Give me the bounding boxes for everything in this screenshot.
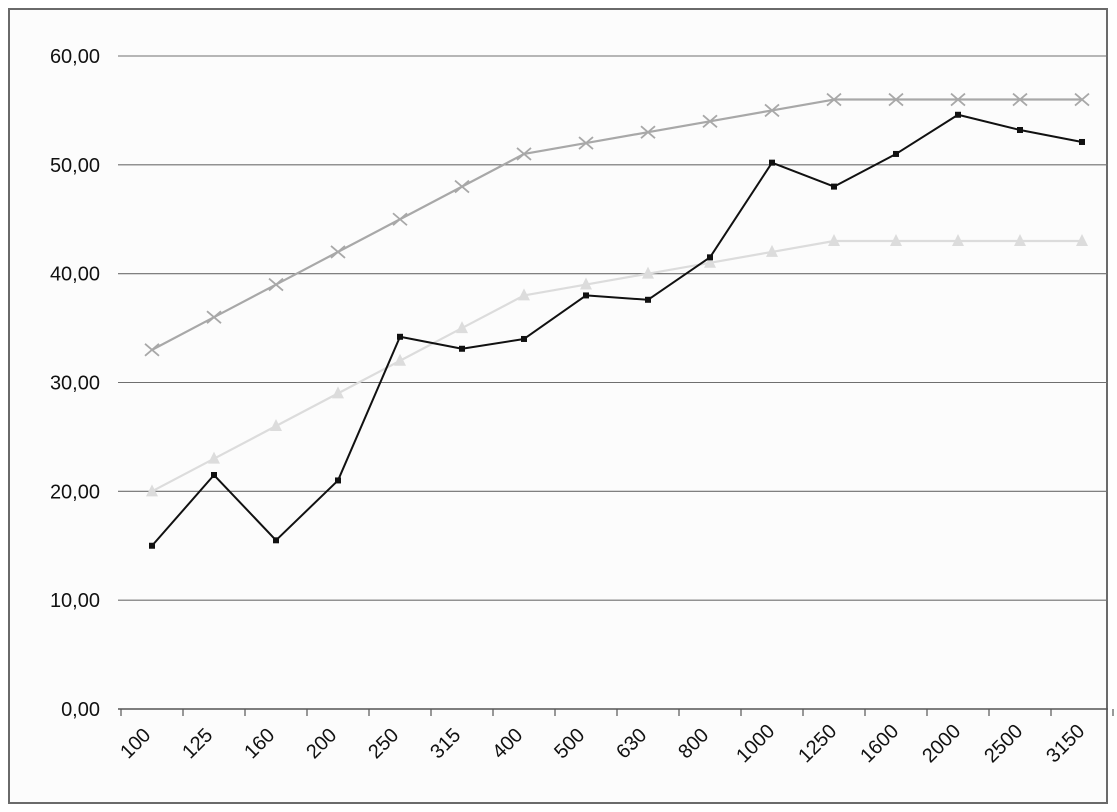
series-group xyxy=(144,92,1090,549)
series-2 xyxy=(146,234,1088,497)
series-line xyxy=(151,239,1082,493)
x-tick-label: 800 xyxy=(674,724,713,763)
data-point xyxy=(578,136,594,150)
data-point xyxy=(335,477,341,484)
data-point xyxy=(1079,138,1085,145)
x-tick-label: 200 xyxy=(302,724,341,763)
x-tick-label: 3150 xyxy=(1042,720,1089,767)
data-point xyxy=(397,333,403,340)
data-point xyxy=(831,183,837,190)
data-point xyxy=(764,103,780,118)
data-point xyxy=(893,150,899,157)
y-tick-label: 30,00 xyxy=(50,373,100,395)
data-point xyxy=(454,179,470,194)
data-point xyxy=(1017,127,1023,134)
data-point xyxy=(642,266,654,279)
data-point xyxy=(144,343,160,357)
y-tick-label: 60,00 xyxy=(50,46,100,68)
y-axis-ticks: 0,00 10,00 20,00 30,00 40,00 50,00 60,00 xyxy=(50,46,100,721)
data-point xyxy=(270,419,282,432)
data-point xyxy=(273,537,279,544)
x-tick-label: 250 xyxy=(364,724,403,763)
y-tick-label: 50,00 xyxy=(50,155,100,177)
y-tick-label: 20,00 xyxy=(50,481,100,503)
data-point xyxy=(518,288,530,301)
data-point xyxy=(330,245,346,259)
data-point xyxy=(459,345,465,352)
data-point xyxy=(268,277,284,292)
data-point xyxy=(149,542,155,549)
x-tick-label: 1250 xyxy=(794,720,841,767)
chart-frame xyxy=(8,8,1108,804)
data-point xyxy=(769,159,775,166)
series-1 xyxy=(144,92,1090,357)
data-point xyxy=(206,310,222,324)
series-line xyxy=(151,98,1082,351)
data-point xyxy=(888,92,904,107)
data-point xyxy=(952,234,964,247)
data-point xyxy=(1074,92,1090,107)
data-point xyxy=(521,335,527,342)
data-point xyxy=(580,277,592,290)
x-tick-label: 500 xyxy=(550,724,589,763)
data-point xyxy=(645,296,651,303)
series-3 xyxy=(149,111,1085,549)
data-point xyxy=(516,147,532,161)
data-point xyxy=(707,254,713,261)
gridlines xyxy=(118,55,1108,710)
data-point xyxy=(146,484,158,497)
data-point xyxy=(828,234,840,247)
data-point xyxy=(890,234,902,247)
data-point xyxy=(640,125,656,139)
data-point xyxy=(766,244,778,257)
x-tick-label: 315 xyxy=(426,724,465,763)
data-point xyxy=(332,386,344,399)
data-point xyxy=(702,114,718,128)
x-tick-label: 1000 xyxy=(732,720,779,767)
data-point xyxy=(704,255,716,268)
x-tick-label: 630 xyxy=(612,724,651,763)
x-tick-label: 2500 xyxy=(980,720,1027,767)
data-point xyxy=(392,212,408,226)
series-line xyxy=(151,113,1083,547)
data-point xyxy=(208,451,220,464)
data-point xyxy=(826,92,842,107)
x-axis-ticks: 100 125 160 200 250 315 400 500 630 800 1000 1250 16… xyxy=(116,709,1114,767)
data-point xyxy=(950,92,966,107)
data-point xyxy=(1076,234,1088,247)
data-point xyxy=(1014,234,1026,247)
y-tick-label: 10,00 xyxy=(50,590,100,612)
data-point xyxy=(955,111,961,118)
y-tick-label: 0,00 xyxy=(61,699,100,721)
x-tick-label: 400 xyxy=(488,724,527,763)
data-point xyxy=(583,292,589,299)
x-tick-label: 160 xyxy=(240,724,279,763)
data-point xyxy=(1012,92,1028,107)
x-tick-label: 1600 xyxy=(856,720,903,767)
y-tick-label: 40,00 xyxy=(50,264,100,286)
data-point xyxy=(211,472,217,479)
x-tick-label: 100 xyxy=(116,724,155,763)
x-tick-label: 125 xyxy=(178,724,217,763)
data-point xyxy=(456,321,468,334)
x-tick-label: 2000 xyxy=(918,720,965,767)
data-point xyxy=(394,353,406,366)
